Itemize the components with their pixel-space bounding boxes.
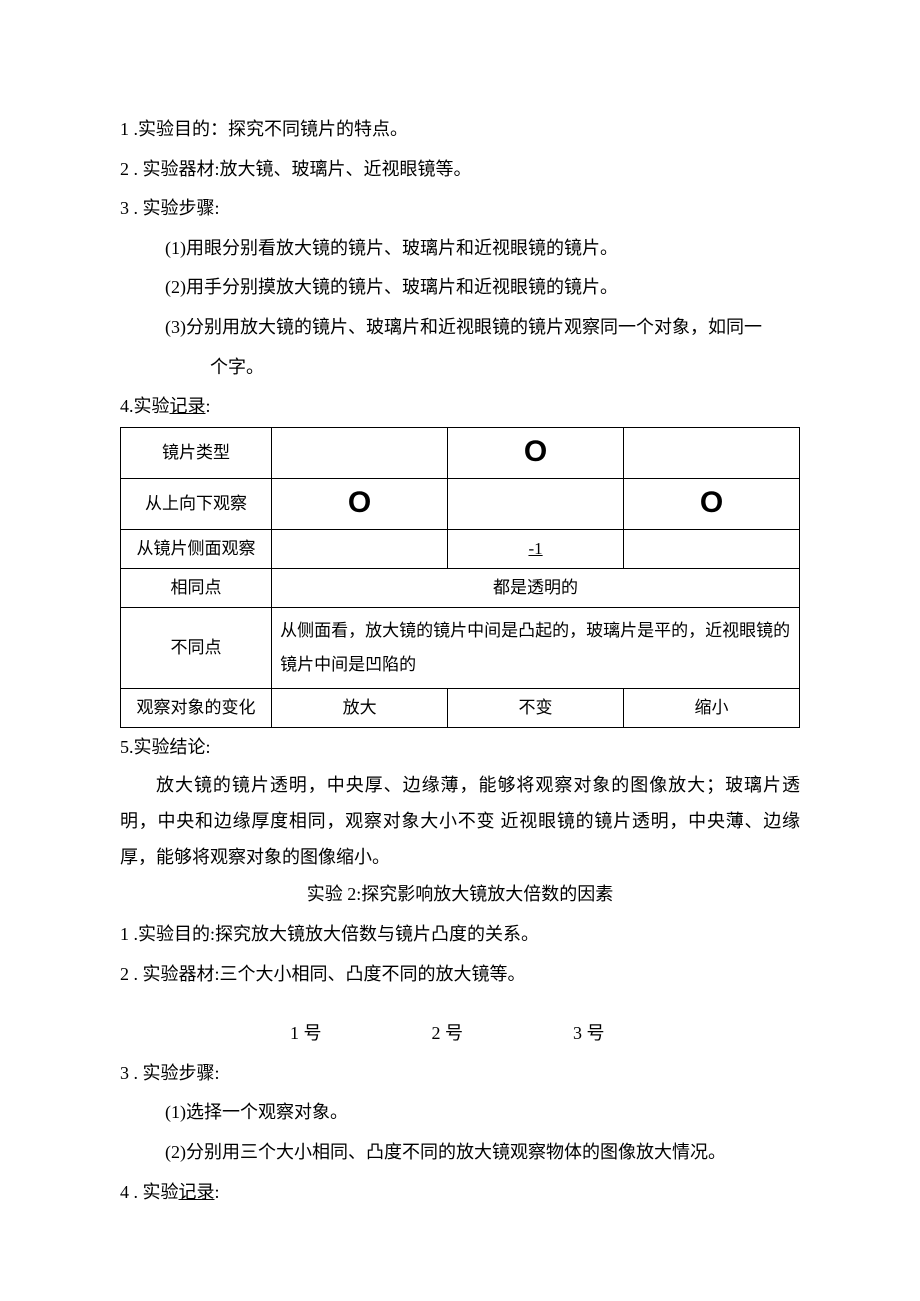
side-value-underline: -1 (528, 539, 542, 558)
exp2-record-underline: 记录 (179, 1182, 215, 1202)
exp1-materials: 2 . 实验器材:放大镜、玻璃片、近视眼镜等。 (120, 150, 800, 190)
exp1-conclusion-prefix: 5.实验结论 (120, 737, 206, 757)
exp1-step-3-cont: 个字。 (120, 348, 800, 388)
record-table-1: 镜片类型 O 从上向下观察 O O 从镜片侧面观察 -1 相同点 都是透明的 不… (120, 427, 800, 728)
table-row: 相同点 都是透明的 (121, 568, 800, 607)
circle-icon: O (700, 486, 723, 519)
exp2-record-header: 4 . 实验记录: (120, 1173, 800, 1213)
cell-circle-icon: O (272, 478, 448, 529)
exp1-record-header: 4.实验记录: (120, 387, 800, 427)
cell-side-value: -1 (448, 529, 624, 568)
magnifier-label-1: 1 号 (290, 1014, 322, 1054)
table-row: 镜片类型 O (121, 427, 800, 478)
cell-same-point: 相同点 (121, 568, 272, 607)
table-row: 从镜片侧面观察 -1 (121, 529, 800, 568)
table-row: 不同点 从侧面看，放大镜的镜片中间是凸起的，玻璃片是平的，近视眼镜的镜片中间是凹… (121, 607, 800, 688)
exp2-title: 实验 2:探究影响放大镜放大倍数的因素 (120, 875, 800, 915)
cell-same-value: 都是透明的 (272, 568, 800, 607)
exp2-record-prefix: 4 . 实验 (120, 1182, 179, 1202)
exp2-materials: 2 . 实验器材:三个大小相同、凸度不同的放大镜等。 (120, 955, 800, 995)
cell-blank (624, 529, 800, 568)
exp1-step-2: (2)用手分别摸放大镜的镜片、玻璃片和近视眼镜的镜片。 (120, 268, 800, 308)
exp1-record-underline: 记录 (170, 396, 206, 416)
exp1-conclusion-suffix: : (206, 737, 211, 757)
cell-obs-change: 观察对象的变化 (121, 688, 272, 727)
exp1-step-3: (3)分别用放大镜的镜片、玻璃片和近视眼镜的镜片观察同一个对象，如同一 (120, 308, 800, 348)
cell-blank (624, 427, 800, 478)
exp2-step-2: (2)分别用三个大小相同、凸度不同的放大镜观察物体的图像放大情况。 (120, 1133, 800, 1173)
circle-icon: O (348, 486, 371, 519)
cell-circle-icon: O (448, 427, 624, 478)
exp1-steps-header: 3 . 实验步骤: (120, 189, 800, 229)
exp2-record-suffix: : (215, 1182, 220, 1202)
exp1-conclusion-text: 放大镜的镜片透明，中央厚、边缘薄，能够将观察对象的图像放大；玻璃片透明，中央和边… (120, 767, 800, 875)
cell-blank (272, 529, 448, 568)
exp1-conclusion-header: 5.实验结论: (120, 728, 800, 768)
cell-diff-value: 从侧面看，放大镜的镜片中间是凸起的，玻璃片是平的，近视眼镜的镜片中间是凹陷的 (272, 607, 800, 688)
exp2-purpose: 1 .实验目的:探究放大镜放大倍数与镜片凸度的关系。 (120, 915, 800, 955)
magnifier-label-2: 2 号 (432, 1014, 464, 1054)
cell-diff-point: 不同点 (121, 607, 272, 688)
cell-side-view: 从镜片侧面观察 (121, 529, 272, 568)
cell-enlarge: 放大 (272, 688, 448, 727)
cell-top-view: 从上向下观察 (121, 478, 272, 529)
exp2-step-1: (1)选择一个观察对象。 (120, 1093, 800, 1133)
exp1-record-prefix: 4.实验 (120, 396, 170, 416)
cell-circle-icon: O (624, 478, 800, 529)
cell-blank (272, 427, 448, 478)
exp2-steps-header: 3 . 实验步骤: (120, 1054, 800, 1094)
spacer (120, 994, 800, 1014)
table-row: 观察对象的变化 放大 不变 缩小 (121, 688, 800, 727)
cell-blank (448, 478, 624, 529)
cell-lens-type: 镜片类型 (121, 427, 272, 478)
magnifier-label-3: 3 号 (573, 1014, 605, 1054)
exp1-record-suffix: : (206, 396, 211, 416)
circle-icon: O (524, 435, 547, 468)
cell-unchanged: 不变 (448, 688, 624, 727)
exp1-purpose: 1 .实验目的：探究不同镜片的特点。 (120, 110, 800, 150)
table-row: 从上向下观察 O O (121, 478, 800, 529)
magnifier-labels: 1 号 2 号 3 号 (120, 1014, 800, 1054)
exp1-step-1: (1)用眼分别看放大镜的镜片、玻璃片和近视眼镜的镜片。 (120, 229, 800, 269)
cell-shrink: 缩小 (624, 688, 800, 727)
